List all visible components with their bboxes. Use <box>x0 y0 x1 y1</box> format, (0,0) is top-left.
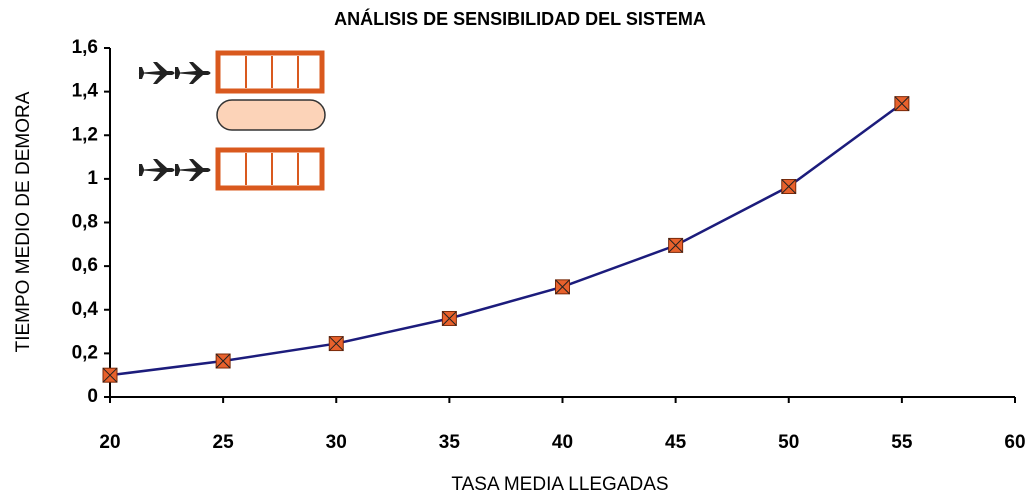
marker <box>102 367 118 383</box>
marker <box>894 96 910 112</box>
x-tick-label: 35 <box>439 432 461 453</box>
marker-cross <box>555 279 570 295</box>
x-axis-label: TASA MEDIA LLEGADAS <box>451 474 668 495</box>
marker-cross <box>442 311 457 326</box>
y-tick-label: 1 <box>87 168 98 189</box>
chart-title: ANÁLISIS DE SENSIBILIDAD DEL SISTEMA <box>334 8 706 29</box>
marker-cross <box>102 367 118 383</box>
marker <box>328 336 344 352</box>
marker <box>781 179 797 195</box>
x-tick-label: 60 <box>1004 432 1025 453</box>
y-tick-label: 0,2 <box>72 342 98 363</box>
marker-cross <box>328 336 344 351</box>
y-tick-label: 0,6 <box>72 255 98 276</box>
y-axis-label: TIEMPO MEDIO DE DEMORA <box>13 91 34 352</box>
airplane-icon <box>174 159 211 181</box>
x-tick-label: 20 <box>99 432 120 453</box>
y-tick-label: 0,8 <box>72 212 98 233</box>
marker <box>215 353 231 369</box>
marker <box>441 310 457 326</box>
x-tick-label: 25 <box>213 432 235 453</box>
y-tick-label: 1,6 <box>72 37 98 58</box>
airplane-icon <box>174 62 211 84</box>
series-line <box>109 102 903 377</box>
airplanes <box>138 62 211 181</box>
y-tick-label: 0,4 <box>72 299 99 320</box>
y-tick-label: 1,2 <box>72 124 98 145</box>
x-tick-label: 40 <box>552 432 573 453</box>
x-tick-label: 50 <box>778 432 799 453</box>
airplane-icon <box>138 62 175 84</box>
decoration <box>138 50 326 191</box>
airplane-icon <box>138 159 175 181</box>
marker <box>555 279 570 295</box>
marker-cross <box>894 96 910 111</box>
marker <box>668 237 684 253</box>
x-tick-label: 45 <box>665 432 687 453</box>
x-tick-label: 30 <box>326 432 347 453</box>
y-tick-label: 0 <box>87 386 98 407</box>
marker-cross <box>668 238 683 253</box>
server-icon <box>216 99 326 131</box>
marker-cross <box>781 179 797 194</box>
y-tick-label: 1,4 <box>72 81 99 102</box>
queue-boxes <box>215 50 325 191</box>
x-tick-label: 55 <box>891 432 913 453</box>
marker-cross <box>215 353 231 369</box>
